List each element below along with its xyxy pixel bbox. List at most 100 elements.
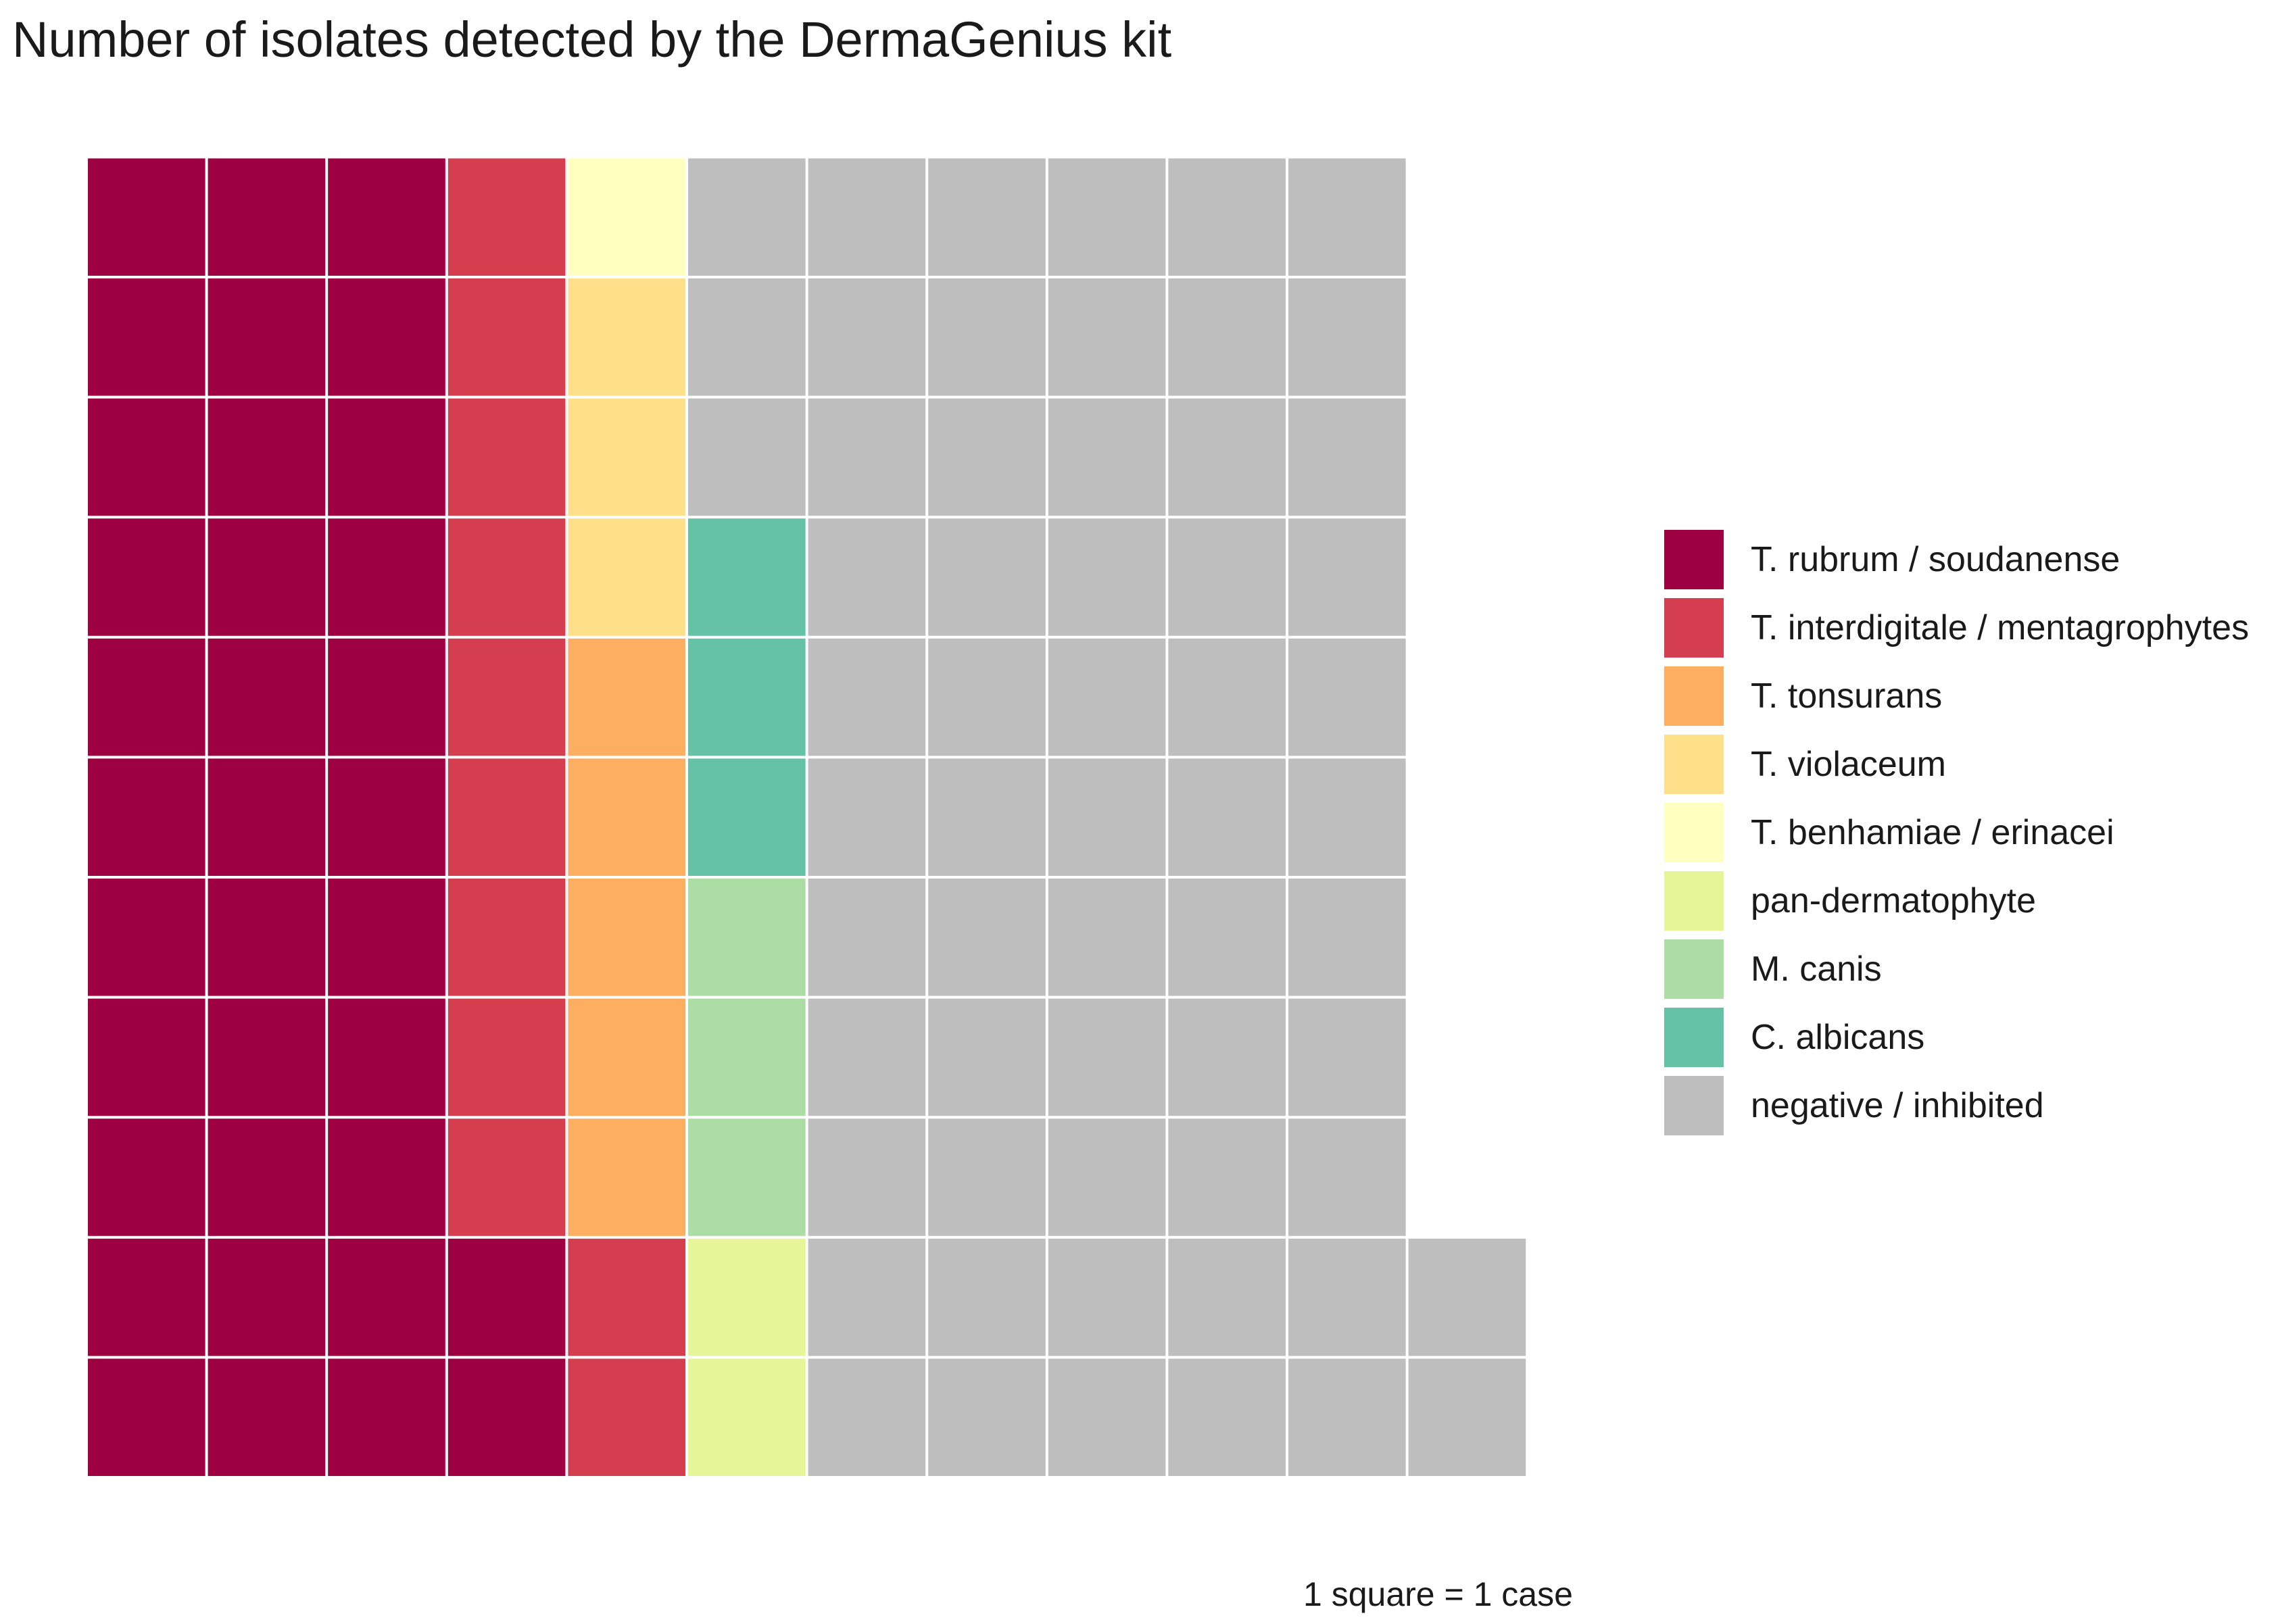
waffle-square (568, 1238, 685, 1356)
waffle-square (447, 1118, 566, 1236)
waffle-square (447, 518, 566, 636)
waffle-square (1168, 879, 1286, 996)
waffle-square (328, 518, 445, 636)
waffle-square (808, 398, 926, 516)
waffle-square (1048, 518, 1166, 636)
waffle-square (447, 1358, 566, 1476)
waffle-square (447, 278, 566, 396)
waffle-square (688, 998, 806, 1116)
waffle-square (1168, 278, 1286, 396)
waffle-square (208, 518, 326, 636)
waffle-square (808, 158, 926, 276)
waffle-square (447, 879, 566, 996)
legend-swatch (1664, 597, 1724, 658)
legend-item: T. rubrum / soudanense (1664, 525, 2249, 593)
waffle-square (1168, 1358, 1286, 1476)
chart-caption: 1 square = 1 case (1303, 1575, 1573, 1613)
waffle-square (1048, 1118, 1166, 1236)
waffle-square (447, 638, 566, 756)
legend-item: M. canis (1664, 935, 2249, 1003)
waffle-square (928, 398, 1046, 516)
waffle-square (808, 879, 926, 996)
waffle-square (208, 638, 326, 756)
waffle-square (688, 1118, 806, 1236)
waffle-square (1288, 518, 1406, 636)
waffle-square (568, 518, 685, 636)
legend-item: T. violaceum (1664, 730, 2249, 798)
legend-label: pan-dermatophyte (1751, 881, 2037, 920)
waffle-square (568, 1358, 685, 1476)
waffle-square (928, 638, 1046, 756)
waffle-square (688, 758, 806, 876)
waffle-square (1288, 1118, 1406, 1236)
waffle-square (328, 1358, 445, 1476)
waffle-square (88, 518, 205, 636)
waffle-square (928, 158, 1046, 276)
waffle-square (808, 278, 926, 396)
waffle-square (928, 278, 1046, 396)
legend-swatch (1664, 1007, 1724, 1067)
waffle-square (1288, 398, 1406, 516)
legend-swatch (1664, 666, 1724, 726)
waffle-square (328, 1118, 445, 1236)
waffle-square (928, 1358, 1046, 1476)
waffle-square (808, 1358, 926, 1476)
legend-swatch (1664, 939, 1724, 999)
waffle-square (688, 879, 806, 996)
waffle-square (88, 1238, 205, 1356)
waffle-square (328, 398, 445, 516)
waffle-square (88, 758, 205, 876)
waffle-square (328, 278, 445, 396)
waffle-square (808, 638, 926, 756)
waffle-square (208, 158, 326, 276)
waffle-square (328, 998, 445, 1116)
legend-item: T. benhamiae / erinacei (1664, 798, 2249, 866)
waffle-square (88, 1118, 205, 1236)
waffle-square (208, 879, 326, 996)
waffle-square (688, 398, 806, 516)
waffle-square (688, 278, 806, 396)
waffle-square (928, 879, 1046, 996)
waffle-square (1048, 1358, 1166, 1476)
waffle-square (1048, 158, 1166, 276)
waffle-square (688, 1238, 806, 1356)
waffle-square (208, 278, 326, 396)
waffle-square (1048, 398, 1166, 516)
waffle-square (568, 1118, 685, 1236)
waffle-square (208, 758, 326, 876)
waffle-square (808, 998, 926, 1116)
waffle-square (208, 998, 326, 1116)
waffle-square (1288, 158, 1406, 276)
waffle-square (1168, 758, 1286, 876)
waffle-square (88, 1358, 205, 1476)
waffle-square (447, 758, 566, 876)
waffle-square (328, 879, 445, 996)
waffle-square (928, 1118, 1046, 1236)
waffle-square (688, 518, 806, 636)
legend-swatch (1664, 1075, 1724, 1135)
legend-item: T. interdigitale / mentagrophytes (1664, 593, 2249, 662)
waffle-square (928, 758, 1046, 876)
legend-swatch (1664, 734, 1724, 794)
waffle-square (1408, 1238, 1526, 1356)
legend-label: T. interdigitale / mentagrophytes (1751, 608, 2250, 647)
waffle-square (568, 278, 685, 396)
waffle-square (88, 638, 205, 756)
waffle-square (568, 758, 685, 876)
waffle-square (328, 758, 445, 876)
waffle-square (568, 998, 685, 1116)
legend-item: C. albicans (1664, 1003, 2249, 1071)
legend-label: negative / inhibited (1751, 1085, 2044, 1125)
legend-label: T. tonsurans (1751, 676, 1943, 716)
waffle-square (1288, 998, 1406, 1116)
waffle-square (1288, 278, 1406, 396)
waffle-square (1288, 879, 1406, 996)
waffle-square (208, 1358, 326, 1476)
legend-item: pan-dermatophyte (1664, 866, 2249, 935)
waffle-square (808, 1238, 926, 1356)
legend-swatch (1664, 870, 1724, 931)
waffle-square (1168, 518, 1286, 636)
waffle-square (808, 758, 926, 876)
waffle-square (1408, 1358, 1526, 1476)
waffle-square (568, 398, 685, 516)
